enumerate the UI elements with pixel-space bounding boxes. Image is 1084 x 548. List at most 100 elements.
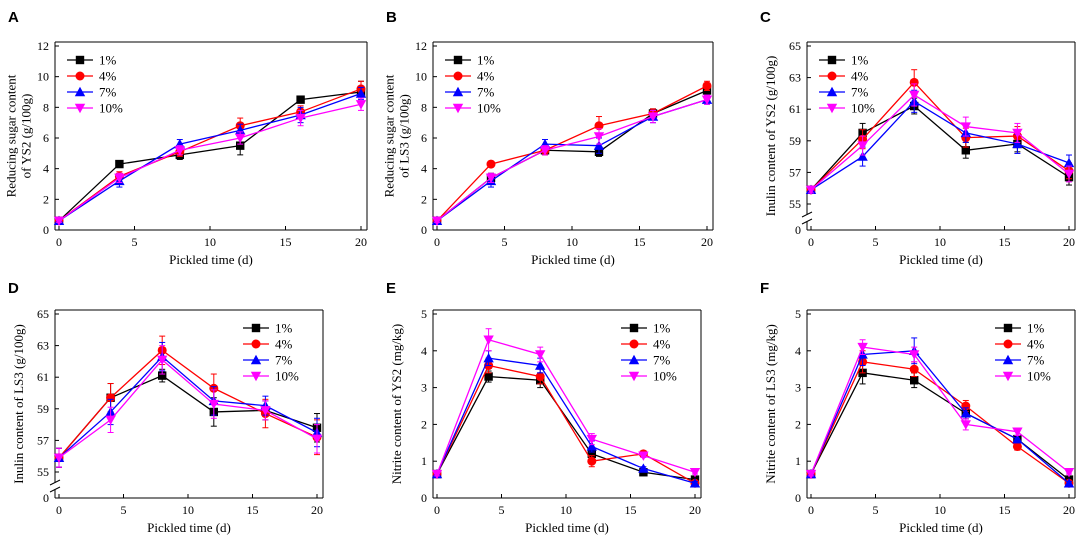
series-line bbox=[58, 91, 362, 222]
data-point bbox=[960, 408, 971, 418]
y-tick-label: 63 bbox=[37, 339, 49, 353]
data-point bbox=[235, 133, 246, 144]
y-tick-label: 4 bbox=[421, 162, 427, 176]
data-point bbox=[53, 216, 65, 226]
y-axis-title: of YS2 (g/100g) bbox=[19, 94, 34, 179]
data-point bbox=[593, 140, 605, 150]
series-4pct bbox=[806, 69, 1074, 195]
y-axis-title: Inulin content of YS2 (g/100g) bbox=[763, 56, 778, 217]
data-point bbox=[702, 81, 712, 91]
y-tick-label: 4 bbox=[421, 344, 427, 358]
x-tick-label: 0 bbox=[434, 235, 440, 249]
legend-label: 4% bbox=[851, 69, 869, 84]
data-point bbox=[174, 146, 185, 156]
x-tick-label: 10 bbox=[560, 503, 572, 517]
series-line bbox=[436, 85, 708, 222]
data-point bbox=[638, 451, 649, 461]
y-tick-label: 59 bbox=[37, 402, 49, 416]
legend-label: 1% bbox=[99, 53, 117, 68]
x-axis-title: Pickled time (d) bbox=[531, 252, 615, 267]
y-tick-label: 5 bbox=[795, 307, 801, 321]
data-point bbox=[236, 141, 245, 150]
series-line bbox=[58, 88, 362, 222]
data-point bbox=[1012, 138, 1023, 149]
series-line bbox=[58, 374, 318, 459]
panel-letter: F bbox=[760, 280, 769, 297]
data-point bbox=[647, 112, 659, 122]
data-point bbox=[115, 159, 124, 169]
series-7pct bbox=[431, 94, 713, 225]
x-tick-label: 10 bbox=[182, 503, 194, 517]
axis-break-mark bbox=[49, 479, 61, 486]
legend-label: 1% bbox=[851, 53, 869, 68]
y-axis-title: Reducing sugar content bbox=[382, 74, 397, 197]
y-tick-label: 10 bbox=[415, 70, 427, 84]
series-10pct bbox=[53, 97, 367, 226]
data-point bbox=[909, 350, 920, 360]
data-point bbox=[157, 355, 168, 366]
data-point bbox=[114, 173, 125, 184]
x-tick-label: 0 bbox=[808, 503, 814, 517]
data-point bbox=[295, 113, 306, 124]
legend-label: 10% bbox=[99, 101, 123, 116]
data-point bbox=[158, 371, 167, 380]
panel-f: F 0 1 2 3 4 5 0 5 10 15 20 Pickled time (d) Nitrite c… bbox=[760, 280, 1076, 535]
data-point bbox=[586, 434, 597, 445]
y-tick-label: 4 bbox=[795, 344, 801, 358]
legend-label: 1% bbox=[477, 53, 495, 68]
y-tick-label: 57 bbox=[37, 433, 49, 447]
data-point bbox=[1012, 433, 1023, 444]
legend-marker bbox=[1002, 354, 1014, 365]
legend-marker bbox=[251, 323, 261, 333]
data-point bbox=[689, 478, 701, 488]
y-axis-title: Inulin content of LS3 (g/100g) bbox=[11, 324, 26, 484]
y-tick-label: 2 bbox=[795, 417, 801, 431]
y-tick-label: 0 bbox=[795, 491, 801, 505]
x-tick-label: 5 bbox=[132, 235, 138, 249]
y-tick-label: 2 bbox=[421, 192, 427, 206]
y-tick-label: 0 bbox=[421, 491, 427, 505]
panel-c: C 0 55 57 59 61 63 65 0 5 10 15 20 Pickled time (d) In… bbox=[760, 9, 1076, 267]
legend-marker bbox=[629, 323, 639, 333]
y-tick-label: 12 bbox=[37, 39, 49, 53]
y-tick-label: 65 bbox=[37, 307, 49, 321]
x-tick-label: 5 bbox=[873, 235, 879, 249]
series-line bbox=[436, 338, 696, 475]
legend-marker bbox=[74, 103, 86, 114]
legend-label: 4% bbox=[99, 69, 117, 84]
y-tick-label: 59 bbox=[789, 134, 801, 148]
data-point bbox=[960, 122, 971, 132]
data-point bbox=[594, 121, 604, 131]
x-tick-label: 5 bbox=[121, 503, 127, 517]
x-axis-title: Pickled time (d) bbox=[899, 520, 983, 535]
data-point bbox=[961, 146, 970, 155]
data-point bbox=[355, 100, 367, 110]
y-tick-label: 1 bbox=[795, 454, 801, 468]
data-point bbox=[1063, 157, 1075, 168]
x-tick-label: 5 bbox=[499, 503, 505, 517]
data-point bbox=[431, 216, 443, 226]
data-point bbox=[53, 453, 65, 463]
data-point bbox=[587, 456, 597, 466]
series-line bbox=[58, 355, 318, 459]
x-tick-label: 0 bbox=[434, 503, 440, 517]
x-tick-label: 0 bbox=[56, 503, 62, 517]
y-tick-label: 2 bbox=[421, 417, 427, 431]
x-tick-label: 15 bbox=[999, 503, 1011, 517]
x-axis-title: Pickled time (d) bbox=[169, 252, 253, 267]
data-point bbox=[909, 364, 919, 374]
data-point bbox=[208, 399, 219, 410]
x-tick-label: 20 bbox=[1063, 503, 1075, 517]
y-tick-label: 6 bbox=[421, 131, 427, 145]
legend-marker bbox=[74, 86, 86, 97]
series-4pct bbox=[432, 80, 712, 226]
legend-label: 4% bbox=[275, 337, 293, 352]
x-tick-label: 0 bbox=[56, 235, 62, 249]
legend-marker bbox=[1002, 371, 1014, 382]
y-tick-label: 55 bbox=[789, 197, 801, 211]
legend-marker bbox=[628, 371, 640, 382]
data-point bbox=[486, 159, 496, 169]
legend-marker bbox=[826, 103, 838, 114]
x-tick-label: 15 bbox=[280, 235, 292, 249]
